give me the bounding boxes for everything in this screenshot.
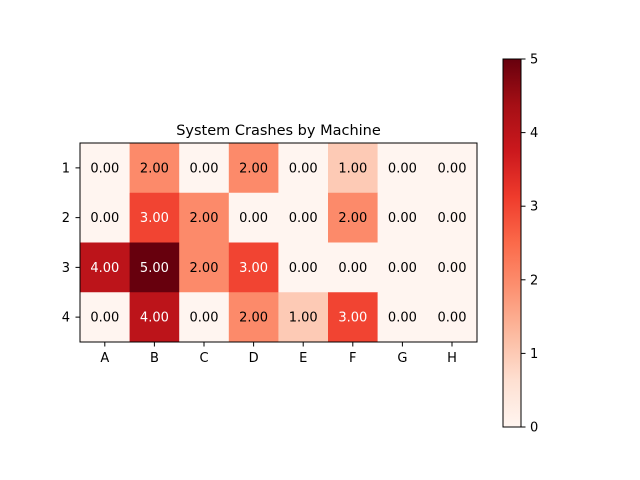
heatmap-cell <box>278 292 329 343</box>
cell-value-label: 0.00 <box>190 161 219 176</box>
x-tick-label: D <box>249 351 259 366</box>
cell-value-label: 0.00 <box>90 211 119 226</box>
colorbar-ticks: 0 1 2 3 4 5 <box>521 53 538 436</box>
heatmap-cell <box>80 192 130 243</box>
cell-value-label: 0.00 <box>438 311 467 326</box>
cell-value-label: 0.00 <box>289 211 318 226</box>
cell-value-label: 3.00 <box>239 261 268 276</box>
heatmap-cell <box>179 143 230 194</box>
cell-value-label: 0.00 <box>190 311 219 326</box>
heatmap-cell <box>228 143 279 194</box>
x-tick-label: C <box>199 351 208 366</box>
cell-value-label: 2.00 <box>190 261 219 276</box>
cell-value-label: 0.00 <box>438 261 467 276</box>
heatmap-cell <box>328 292 378 343</box>
heatmap-cell <box>179 242 230 293</box>
heatmap-cell <box>377 143 428 194</box>
heatmap-cell <box>328 143 378 194</box>
y-tick-label: 2 <box>62 211 70 226</box>
heatmap-cell <box>228 242 279 293</box>
cell-value-label: 2.00 <box>239 311 268 326</box>
cell-value-label: 0.00 <box>388 161 417 176</box>
cell-value-label: 0.00 <box>388 211 417 226</box>
colorbar-tick-label: 0 <box>530 421 538 436</box>
x-tick-label: A <box>100 351 109 366</box>
cell-value-label: 2.00 <box>338 211 367 226</box>
heatmap-cell <box>129 242 180 293</box>
heatmap-cell <box>179 192 230 243</box>
colorbar-tick-label: 1 <box>530 347 538 362</box>
x-axis: A B C D E F G H <box>100 342 457 366</box>
cell-value-label: 2.00 <box>140 161 169 176</box>
heatmap-cell <box>179 292 230 343</box>
colorbar-tick-label: 5 <box>530 53 538 68</box>
cell-value-label: 0.00 <box>388 311 417 326</box>
heatmap-cells: 0.00 2.00 0.00 2.00 0.00 1.00 0.00 0.00 0.00 3.00… <box>80 143 478 343</box>
y-tick-label: 1 <box>62 161 70 176</box>
heatmap-cell <box>278 143 329 194</box>
cell-value-label: 3.00 <box>338 311 367 326</box>
heatmap-cell <box>80 292 130 343</box>
heatmap-cell <box>377 192 428 243</box>
heatmap-cell <box>129 292 180 343</box>
heatmap-cell <box>80 143 130 194</box>
heatmap-cell <box>278 192 329 243</box>
heatmap-cell <box>377 242 428 293</box>
cell-value-label: 0.00 <box>90 311 119 326</box>
heatmap-cell <box>427 192 478 243</box>
chart-title: System Crashes by Machine <box>176 123 381 139</box>
heatmap-cell <box>377 292 428 343</box>
heatmap-cell <box>427 242 478 293</box>
cell-value-label: 0.00 <box>289 261 318 276</box>
cell-value-label: 3.00 <box>140 211 169 226</box>
y-tick-label: 3 <box>62 261 70 276</box>
heatmap-cell <box>129 143 180 194</box>
heatmap-cell <box>228 192 279 243</box>
cell-value-label: 0.00 <box>239 211 268 226</box>
x-tick-label: E <box>299 351 307 366</box>
colorbar-tick-label: 2 <box>530 273 538 288</box>
y-axis: 1 2 3 4 <box>62 161 80 326</box>
cell-value-label: 0.00 <box>289 161 318 176</box>
x-tick-label: G <box>397 351 407 366</box>
colorbar-tick-label: 4 <box>530 126 538 141</box>
heatmap-cell <box>427 292 478 343</box>
cell-value-label: 0.00 <box>338 261 367 276</box>
cell-value-label: 5.00 <box>140 261 169 276</box>
x-tick-label: H <box>447 351 457 366</box>
heatmap-cell <box>328 242 378 293</box>
cell-value-label: 0.00 <box>438 161 467 176</box>
x-tick-label: F <box>349 351 356 366</box>
cell-value-label: 1.00 <box>289 311 318 326</box>
heatmap-cell <box>278 242 329 293</box>
cell-value-label: 0.00 <box>388 261 417 276</box>
cell-value-label: 1.00 <box>338 161 367 176</box>
cell-value-label: 2.00 <box>239 161 268 176</box>
cell-value-label: 4.00 <box>90 261 119 276</box>
cell-value-label: 4.00 <box>140 311 169 326</box>
cell-value-label: 0.00 <box>90 161 119 176</box>
x-tick-label: B <box>150 351 159 366</box>
colorbar: 0 1 2 3 4 5 <box>502 53 538 436</box>
cell-value-label: 0.00 <box>438 211 467 226</box>
plot-frame <box>79 142 478 343</box>
heatmap-cell <box>80 242 130 293</box>
heatmap-cell <box>328 192 378 243</box>
y-tick-label: 4 <box>62 311 70 326</box>
heatmap-cell <box>129 192 180 243</box>
colorbar-tick-label: 3 <box>530 200 538 215</box>
colorbar-frame <box>502 58 522 428</box>
colorbar-gradient <box>503 59 521 427</box>
heatmap-cell <box>228 292 279 343</box>
cell-value-label: 2.00 <box>190 211 219 226</box>
heatmap-cell <box>427 143 478 194</box>
